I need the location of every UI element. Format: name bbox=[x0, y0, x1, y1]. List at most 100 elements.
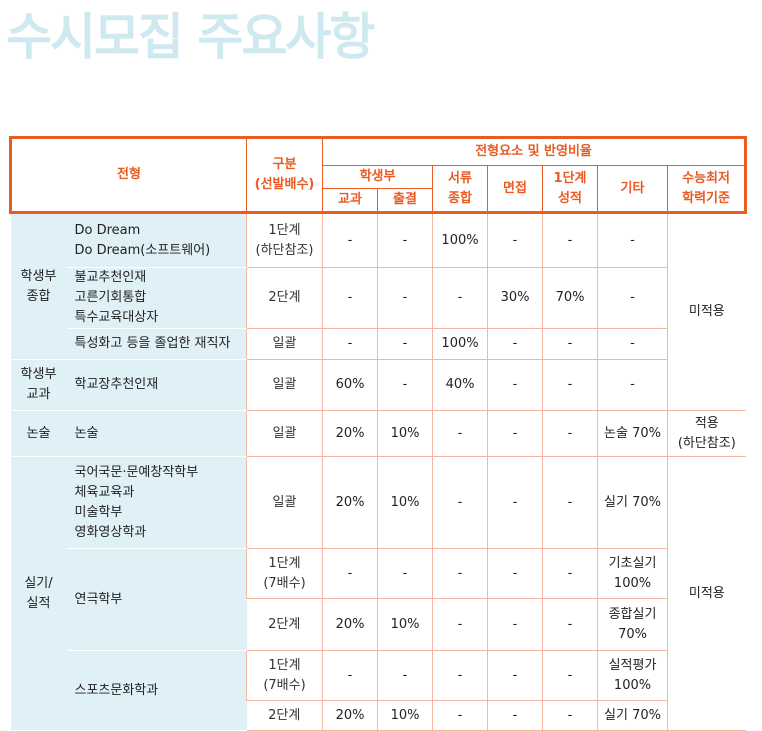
header-interview: 면접 bbox=[487, 165, 544, 214]
other-cell: 논술 70% bbox=[597, 410, 668, 457]
other-cell: - bbox=[597, 212, 668, 268]
document-cell: - bbox=[432, 267, 488, 329]
attendance-cell: - bbox=[377, 212, 433, 268]
category-cell: 학생부 종합 bbox=[10, 212, 67, 360]
stage-cell: 1단계 (7배수) bbox=[246, 650, 323, 701]
stage1-cell: 70% bbox=[542, 267, 598, 329]
other-cell: - bbox=[597, 328, 668, 360]
attendance-cell: - bbox=[377, 267, 433, 329]
subject-cell: 20% bbox=[322, 410, 378, 457]
program-name: 특성화고 등을 졸업한 재직자 bbox=[74, 336, 231, 351]
csat-cell: 미적용 bbox=[667, 212, 746, 411]
header-type: 전형 bbox=[8, 136, 248, 214]
table-row: 연극학부 1단계 (7배수) - - - - - 기초실기 100% bbox=[11, 548, 746, 651]
program-name: 고른기회통합 bbox=[74, 290, 147, 305]
header-csat: 수능최저 학력기준 bbox=[667, 165, 748, 214]
table-row: 학생부 종합 Do Dream Do Dream(소프트웨어) 1단계 (하단참… bbox=[10, 212, 746, 411]
program-name: 논술 bbox=[74, 425, 99, 441]
other-cell: 실적평가 100% bbox=[597, 650, 668, 701]
stage-cell: 일괄 bbox=[246, 328, 323, 360]
stage-cell: 일괄 bbox=[246, 410, 323, 457]
subject-cell: - bbox=[322, 650, 378, 701]
stage1-cell: - bbox=[542, 410, 598, 457]
table-row: 학생부 교과 학교장추천인재 일괄 60% - 40% - - - bbox=[10, 359, 746, 411]
document-cell: 100% bbox=[432, 328, 488, 360]
attendance-cell: 10% bbox=[377, 700, 433, 731]
program-cell: 스포츠문화학과 bbox=[66, 650, 247, 731]
subject-cell: - bbox=[322, 328, 378, 360]
program-cell: 학교장추천인재 bbox=[66, 359, 247, 411]
header-subject: 교과 bbox=[322, 188, 379, 214]
other-cell: - bbox=[597, 267, 668, 329]
interview-cell: - bbox=[487, 598, 543, 651]
interview-cell: - bbox=[487, 700, 543, 731]
header-other: 기타 bbox=[597, 165, 669, 214]
table-row: 스포츠문화학과 1단계 (7배수) - - - - - 실적평가 100% bbox=[11, 650, 746, 731]
program-name: 미술학부 bbox=[74, 504, 123, 520]
interview-cell: - bbox=[487, 548, 543, 599]
table-row: 논술 논술 일괄 20% 10% - - - 논술 70% 적용 (하단참조) bbox=[10, 410, 746, 457]
program-name: Do Dream bbox=[74, 222, 141, 238]
page-title: 수시모집 주요사항 bbox=[6, 8, 375, 66]
stage-cell: 1단계 (하단참조) bbox=[246, 212, 323, 268]
interview-cell: - bbox=[487, 328, 543, 360]
document-cell: - bbox=[432, 598, 488, 651]
program-cell: 특성화고 등을 졸업한 재직자 bbox=[66, 328, 247, 360]
subject-cell: 20% bbox=[322, 456, 378, 549]
program-name: 불교추천인재 bbox=[74, 270, 147, 285]
table-row: 2단계 20% 10% - - - 실기 70% bbox=[11, 700, 746, 731]
document-cell: 40% bbox=[432, 359, 488, 411]
attendance-cell: 10% bbox=[377, 598, 433, 651]
subject-cell: - bbox=[322, 267, 378, 329]
stage-cell: 2단계 bbox=[246, 700, 323, 731]
program-cell: Do Dream Do Dream(소프트웨어) bbox=[66, 212, 247, 268]
interview-cell: - bbox=[487, 212, 543, 268]
table-row: 실기/ 실적 국어국문·문예창작학부 체육교육과 미술학부 영화영상학과 일괄 … bbox=[10, 456, 746, 731]
interview-cell: - bbox=[487, 359, 543, 411]
document-cell: - bbox=[432, 456, 488, 549]
header-division: 구분 (선발배수) bbox=[246, 136, 324, 214]
document-cell: - bbox=[432, 700, 488, 731]
stage-cell: 1단계 (7배수) bbox=[246, 548, 323, 599]
program-name: 학교장추천인재 bbox=[74, 377, 159, 392]
admission-table: 전형 구분 (선발배수) 전형요소 및 반영비율 학생부 서류 종합 면접 1단… bbox=[8, 136, 748, 731]
program-cell: 연극학부 bbox=[66, 548, 247, 651]
stage-cell: 일괄 bbox=[246, 359, 323, 411]
program-name: 연극학부 bbox=[74, 591, 123, 607]
other-cell: 실기 70% bbox=[597, 456, 668, 549]
table-row: 특성화고 등을 졸업한 재직자 일괄 - - 100% - - - bbox=[11, 328, 746, 360]
header-school-record: 학생부 bbox=[322, 165, 434, 189]
program-cell: 국어국문·문예창작학부 체육교육과 미술학부 영화영상학과 bbox=[66, 456, 247, 549]
stage-cell: 2단계 bbox=[246, 598, 323, 651]
stage1-cell: - bbox=[542, 700, 598, 731]
interview-cell: - bbox=[487, 410, 543, 457]
program-name: Do Dream(소프트웨어) bbox=[74, 242, 211, 258]
table-row: 불교추천인재 고른기회통합 특수교육대상자 2단계 - - - 30% 70% … bbox=[11, 267, 746, 329]
program-name: 국어국문·문예창작학부 bbox=[74, 464, 199, 480]
document-cell: - bbox=[432, 650, 488, 701]
header-stage1: 1단계 성적 bbox=[542, 165, 599, 214]
interview-cell: - bbox=[487, 650, 543, 701]
attendance-cell: - bbox=[377, 548, 433, 599]
csat-cell: 미적용 bbox=[667, 456, 746, 731]
subject-cell: 20% bbox=[322, 700, 378, 731]
stage1-cell: - bbox=[542, 328, 598, 360]
stage1-cell: - bbox=[542, 598, 598, 651]
stage1-cell: - bbox=[542, 359, 598, 411]
header-elements: 전형요소 및 반영비율 bbox=[322, 136, 748, 166]
stage-cell: 2단계 bbox=[246, 267, 323, 329]
program-cell: 불교추천인재 고른기회통합 특수교육대상자 bbox=[66, 267, 247, 329]
category-cell: 학생부 교과 bbox=[10, 359, 67, 411]
stage1-cell: - bbox=[542, 212, 598, 268]
program-name: 스포츠문화학과 bbox=[74, 682, 159, 698]
attendance-cell: - bbox=[377, 650, 433, 701]
stage-cell: 일괄 bbox=[246, 456, 323, 549]
header-document: 서류 종합 bbox=[432, 165, 489, 214]
csat-cell: 적용 (하단참조) bbox=[667, 410, 746, 457]
interview-cell: - bbox=[487, 456, 543, 549]
attendance-cell: 10% bbox=[377, 410, 433, 457]
category-cell: 논술 bbox=[10, 410, 67, 457]
program-name: 특수교육대상자 bbox=[74, 310, 159, 325]
stage1-cell: - bbox=[542, 548, 598, 599]
other-cell: 기초실기 100% bbox=[597, 548, 668, 599]
